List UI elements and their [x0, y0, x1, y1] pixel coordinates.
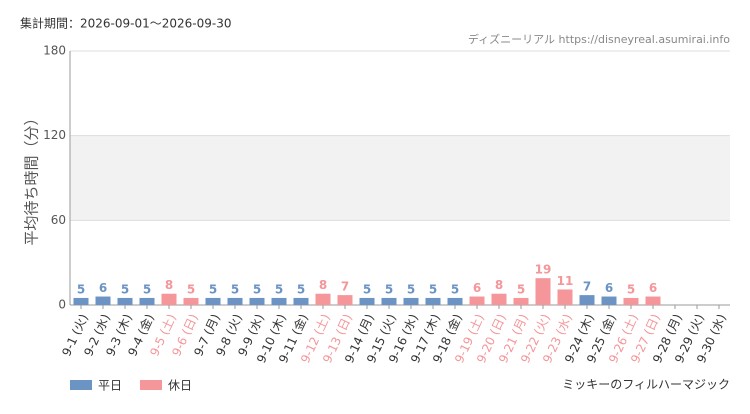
- bar: [205, 297, 221, 305]
- bar: [73, 297, 89, 305]
- bar: [381, 297, 397, 305]
- legend-swatch: [70, 380, 92, 390]
- data-label: 5: [385, 282, 393, 296]
- legend-swatch: [140, 380, 162, 390]
- data-label: 19: [535, 263, 552, 277]
- bar: [513, 297, 529, 305]
- y-tick-label: 120: [43, 128, 66, 142]
- bar: [139, 297, 155, 305]
- data-label: 5: [187, 282, 195, 296]
- bar: [645, 296, 661, 305]
- bar: [623, 297, 639, 305]
- data-label: 5: [517, 282, 525, 296]
- bar: [249, 297, 265, 305]
- bar: [359, 297, 375, 305]
- bar: [535, 278, 551, 305]
- data-label: 5: [297, 282, 305, 296]
- legend-label: 休日: [168, 379, 192, 393]
- bar: [271, 297, 287, 305]
- y-tick-label: 0: [58, 298, 66, 312]
- data-label: 5: [627, 282, 635, 296]
- y-axis-label: 平均待ち時間（分）: [23, 110, 41, 245]
- bar: [95, 296, 111, 305]
- data-label: 6: [99, 281, 107, 295]
- data-label: 5: [363, 282, 371, 296]
- bar: [403, 297, 419, 305]
- data-label: 5: [231, 282, 239, 296]
- data-label: 8: [495, 278, 503, 292]
- bar: [183, 297, 199, 305]
- data-label: 5: [253, 282, 261, 296]
- bar: [337, 295, 353, 305]
- bar: [227, 297, 243, 305]
- header: 集計期間：2026-09-01～2026-09-30: [20, 16, 231, 31]
- legend-label: 平日: [98, 379, 122, 393]
- data-label: 8: [319, 278, 327, 292]
- attraction-name: ミッキーのフィルハーマジック: [562, 378, 730, 392]
- bar: [315, 293, 331, 305]
- source: ディズニーリアル https://disneyreal.asumirai.inf…: [468, 32, 730, 46]
- bar: [425, 297, 441, 305]
- data-label: 5: [407, 282, 415, 296]
- bar: [293, 297, 309, 305]
- bar: [447, 297, 463, 305]
- data-label: 8: [165, 278, 173, 292]
- data-label: 5: [77, 282, 85, 296]
- data-label: 11: [557, 274, 574, 288]
- bar: [117, 297, 133, 305]
- data-label: 6: [649, 281, 657, 295]
- y-tick-label: 180: [43, 44, 66, 58]
- data-label: 5: [275, 282, 283, 296]
- data-label: 6: [605, 281, 613, 295]
- data-label: 7: [341, 280, 349, 294]
- data-label: 5: [143, 282, 151, 296]
- bar: [491, 293, 507, 305]
- bar: [601, 296, 617, 305]
- data-label: 5: [121, 282, 129, 296]
- y-tick-label: 60: [51, 213, 66, 227]
- data-label: 6: [473, 281, 481, 295]
- bar: [161, 293, 177, 305]
- data-label: 5: [209, 282, 217, 296]
- data-label: 7: [583, 280, 591, 294]
- data-label: 5: [429, 282, 437, 296]
- bar: [469, 296, 485, 305]
- bar: [557, 289, 573, 305]
- shaded-band: [70, 135, 730, 221]
- bar: [579, 295, 595, 305]
- data-label: 5: [451, 282, 459, 296]
